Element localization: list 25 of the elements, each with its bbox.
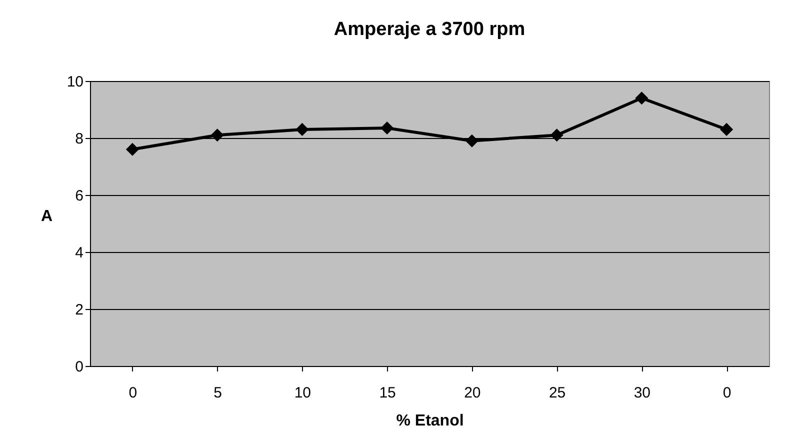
x-tick-label: 20	[464, 384, 481, 402]
point	[550, 128, 564, 142]
x-axis-title: % Etanol	[396, 412, 464, 430]
x-tick-label: 15	[379, 384, 396, 402]
point	[720, 122, 734, 136]
y-axis-title: A	[41, 208, 54, 225]
y-tick-label: 8	[75, 130, 84, 148]
point	[210, 128, 224, 142]
x-tick-label: 0	[722, 384, 732, 402]
x-tick-label: 5	[214, 384, 222, 402]
x-tick-label: 25	[548, 384, 566, 402]
y-tick-label: 2	[75, 302, 84, 318]
y-tick-label: 6	[75, 188, 84, 204]
y-tick-label: 0	[75, 358, 84, 376]
point	[380, 122, 394, 135]
y-tick-label: 10	[66, 74, 84, 90]
point	[635, 92, 648, 105]
x-tick-label: 10	[294, 384, 312, 402]
chart-title: Amperaje a 3700 rpm	[334, 19, 526, 40]
point	[465, 134, 478, 148]
point	[126, 142, 139, 156]
point	[296, 122, 309, 136]
y-tick-label: 4	[75, 244, 84, 262]
x-tick-label: 0	[128, 384, 138, 402]
x-tick-label: 30	[634, 384, 651, 402]
